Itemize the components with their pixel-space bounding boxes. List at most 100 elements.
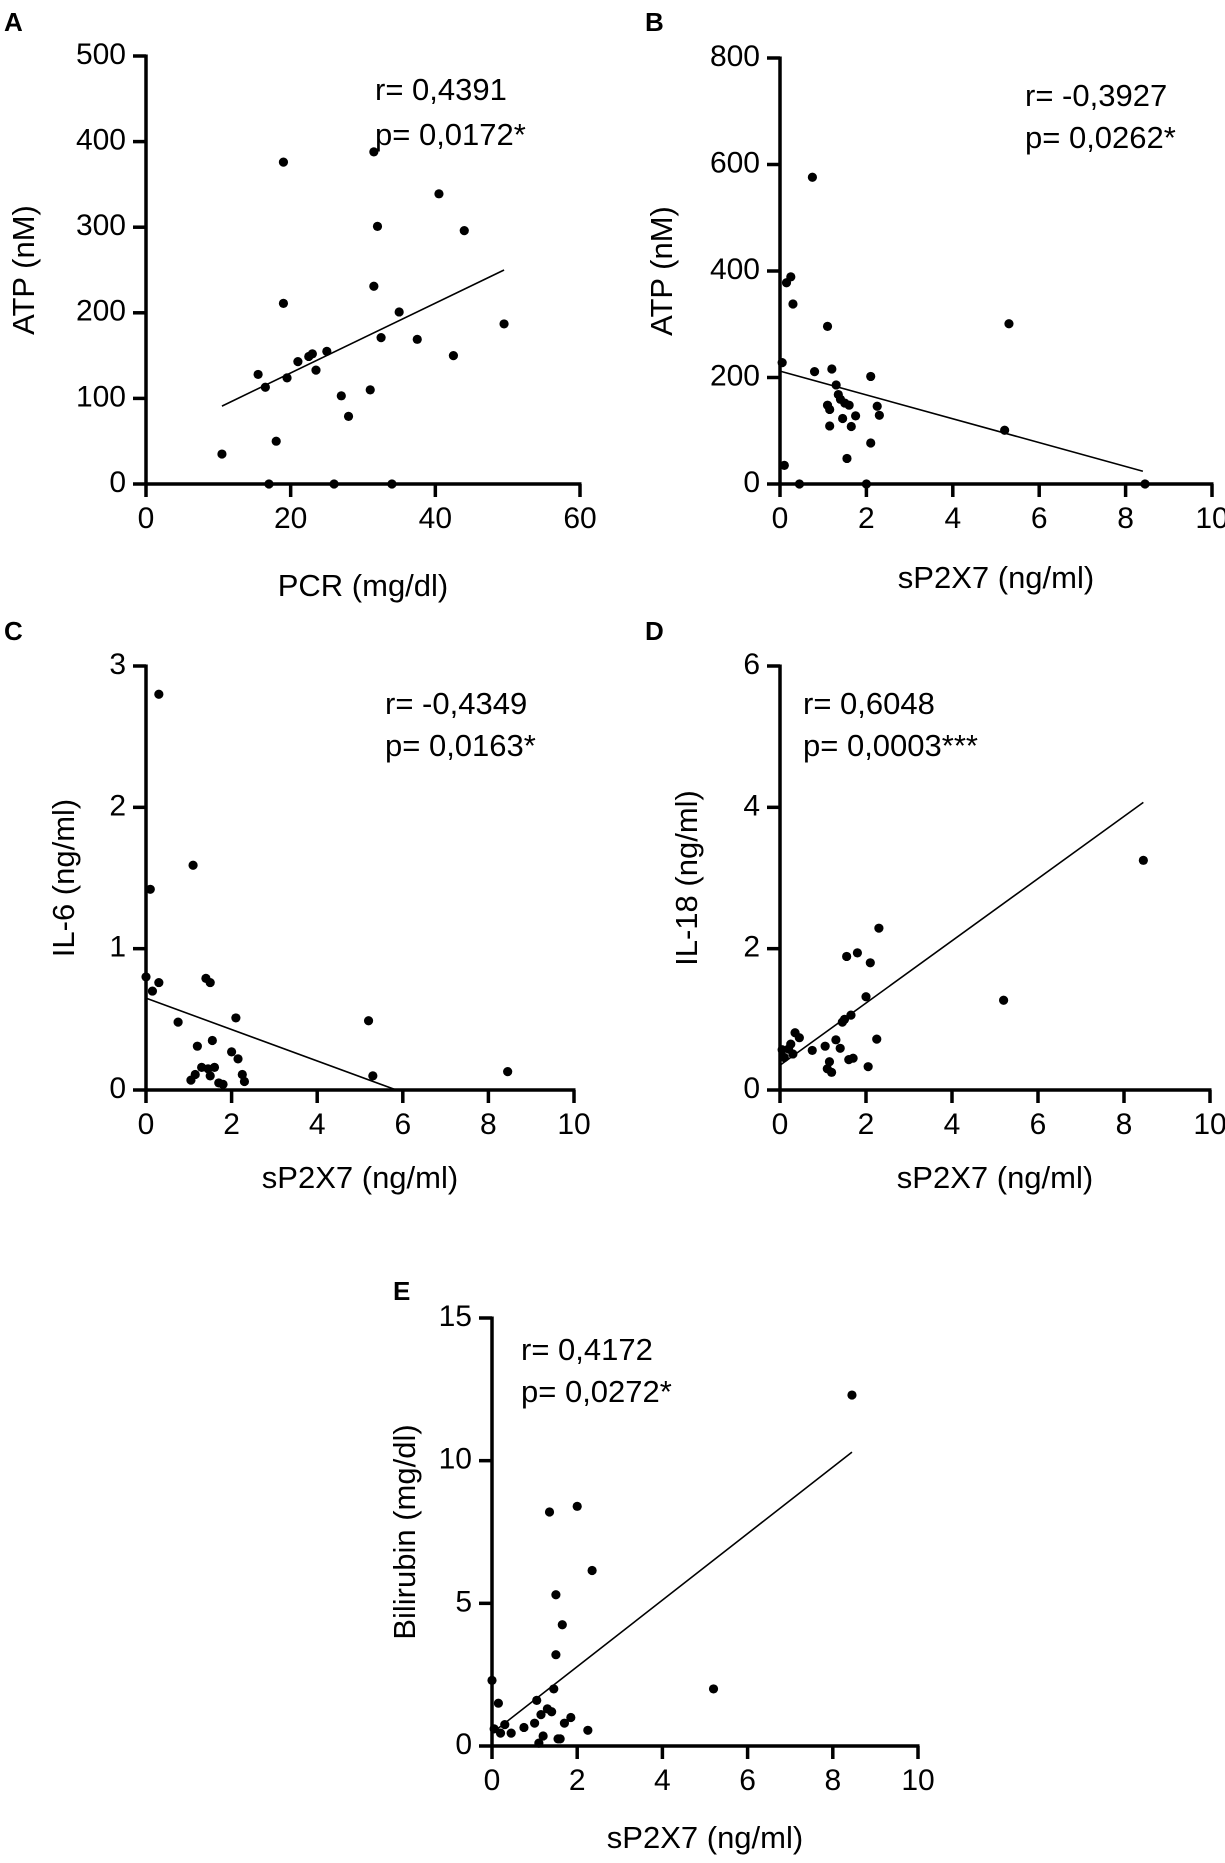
data-point xyxy=(231,1013,241,1023)
panel-label: A xyxy=(4,7,23,37)
data-point xyxy=(190,1069,200,1080)
panel-e-chart: E 0 2 4 6 8 10 0 5 10 15 sP2X7 (ng/ml) Bilirubin (mg… xyxy=(387,1276,935,1855)
data-point xyxy=(824,1057,835,1067)
data-point xyxy=(264,479,274,489)
data-point xyxy=(825,404,835,415)
data-point xyxy=(278,298,289,308)
data-point xyxy=(831,380,841,390)
data-point xyxy=(874,923,884,933)
x-tick-label: 8 xyxy=(824,1764,841,1797)
data-point xyxy=(809,367,820,377)
data-point xyxy=(372,221,383,231)
data-point xyxy=(173,1017,183,1027)
data-point xyxy=(369,147,379,157)
x-axis-label: sP2X7 (ng/ml) xyxy=(898,560,1094,595)
data-point xyxy=(369,281,379,291)
data-point xyxy=(487,1675,497,1685)
y-axis-label: IL-18 (ng/ml) xyxy=(669,790,704,966)
x-tick-label: 8 xyxy=(1116,1108,1133,1141)
data-point xyxy=(1140,479,1150,489)
regression-line xyxy=(145,997,397,1091)
data-point xyxy=(872,1034,882,1044)
data-point xyxy=(145,884,155,894)
data-point xyxy=(807,172,818,182)
data-point xyxy=(519,1722,529,1733)
y-tick-label: 4 xyxy=(743,789,760,822)
x-tick-label: 2 xyxy=(569,1764,586,1797)
correlation-p: p= 0,0262* xyxy=(1025,120,1176,155)
data-point xyxy=(237,1069,247,1080)
y-tick-label: 15 xyxy=(439,1300,472,1333)
data-point xyxy=(866,438,876,448)
data-point xyxy=(549,1684,559,1694)
data-point xyxy=(999,995,1009,1005)
panel-d-chart: D 0 2 4 6 8 10 0 2 4 6 sP2X7 (ng/ml) IL-18 (ng/ml) r=… xyxy=(645,616,1225,1195)
data-point xyxy=(307,349,317,359)
data-point xyxy=(861,992,871,1002)
data-point xyxy=(851,411,861,421)
data-point xyxy=(831,1035,841,1045)
y-tick-label: 6 xyxy=(743,648,760,681)
x-tick-label: 4 xyxy=(309,1108,326,1141)
x-tick-label: 0 xyxy=(772,502,789,535)
data-point xyxy=(846,1010,856,1020)
y-axis-label: Bilirubin (mg/dl) xyxy=(387,1424,422,1639)
data-point xyxy=(217,449,227,459)
y-tick-label: 0 xyxy=(109,466,126,499)
regression-line xyxy=(221,269,505,407)
data-point xyxy=(547,1707,557,1717)
x-axis-label: sP2X7 (ng/ml) xyxy=(262,1160,458,1195)
x-axis-label: sP2X7 (ng/ml) xyxy=(897,1160,1093,1195)
data-point xyxy=(503,1067,513,1077)
x-tick-label: 6 xyxy=(1031,502,1048,535)
data-point xyxy=(551,1650,561,1660)
x-tick-label: 8 xyxy=(1117,502,1134,535)
data-point xyxy=(534,1738,544,1748)
data-point xyxy=(376,333,386,343)
data-point xyxy=(205,1071,215,1081)
x-tick-label: 20 xyxy=(274,502,307,535)
data-point xyxy=(459,226,469,236)
data-point xyxy=(530,1718,540,1728)
data-point xyxy=(311,365,321,375)
data-point xyxy=(394,307,404,317)
panel-b-chart: B 0 2 4 6 8 10 0 200 400 600 800 sP2X7 (ng/ml) ATP (n… xyxy=(644,7,1225,595)
data-point xyxy=(559,1718,570,1728)
correlation-r: r= -0,4349 xyxy=(385,686,527,721)
data-point xyxy=(387,479,397,489)
data-point xyxy=(329,479,339,489)
data-point xyxy=(861,479,872,489)
data-point xyxy=(872,401,882,411)
y-tick-label: 800 xyxy=(710,40,760,73)
panel-label: B xyxy=(645,7,664,37)
data-point xyxy=(865,958,875,968)
y-tick-label: 2 xyxy=(743,931,760,964)
y-tick-label: 2 xyxy=(109,789,126,822)
data-point xyxy=(499,319,509,329)
data-point xyxy=(493,1698,503,1708)
y-axis-label: IL-6 (ng/ml) xyxy=(46,799,81,957)
y-tick-label: 5 xyxy=(455,1585,472,1618)
data-point xyxy=(141,972,151,982)
data-point xyxy=(434,189,444,199)
y-tick-label: 0 xyxy=(743,466,760,499)
correlation-p: p= 0,0003*** xyxy=(803,728,978,763)
correlation-p: p= 0,0172* xyxy=(375,117,526,152)
data-point xyxy=(827,1067,837,1077)
data-point xyxy=(583,1725,593,1735)
y-tick-label: 400 xyxy=(76,124,126,157)
data-point xyxy=(1138,855,1148,865)
data-point xyxy=(532,1695,542,1705)
data-point xyxy=(820,1041,830,1051)
correlation-p: p= 0,0163* xyxy=(385,728,536,763)
data-point xyxy=(786,272,796,282)
regression-line xyxy=(779,370,1144,472)
x-tick-label: 6 xyxy=(394,1108,411,1141)
x-tick-label: 6 xyxy=(1030,1108,1047,1141)
data-point xyxy=(822,321,833,331)
regression-line xyxy=(491,1451,853,1734)
data-point xyxy=(544,1507,555,1517)
data-point xyxy=(154,977,164,988)
x-tick-label: 0 xyxy=(138,502,155,535)
